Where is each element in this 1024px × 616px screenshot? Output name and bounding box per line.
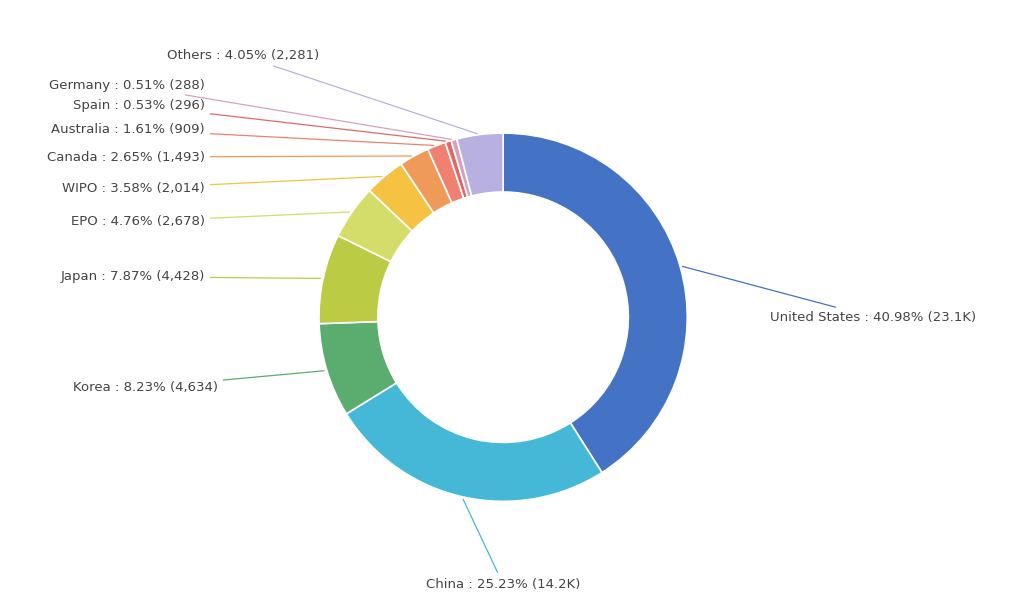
Text: Canada : 2.65% (1,493): Canada : 2.65% (1,493) (47, 150, 412, 163)
Text: Japan : 7.87% (4,428): Japan : 7.87% (4,428) (60, 270, 321, 283)
Text: EPO : 4.76% (2,678): EPO : 4.76% (2,678) (71, 212, 349, 228)
Text: Korea : 8.23% (4,634): Korea : 8.23% (4,634) (73, 371, 325, 394)
Wedge shape (401, 149, 452, 213)
Text: China : 25.23% (14.2K): China : 25.23% (14.2K) (426, 499, 581, 591)
Wedge shape (457, 133, 503, 196)
Text: Others : 4.05% (2,281): Others : 4.05% (2,281) (167, 49, 477, 134)
Wedge shape (338, 190, 413, 262)
Text: Spain : 0.53% (296): Spain : 0.53% (296) (73, 99, 445, 141)
Wedge shape (428, 142, 464, 203)
Wedge shape (346, 383, 602, 501)
Wedge shape (445, 140, 468, 198)
Text: Germany : 0.51% (288): Germany : 0.51% (288) (49, 79, 452, 139)
Text: Australia : 1.61% (909): Australia : 1.61% (909) (51, 123, 434, 145)
Wedge shape (503, 133, 687, 472)
Wedge shape (319, 322, 396, 414)
Text: United States : 40.98% (23.1K): United States : 40.98% (23.1K) (683, 267, 976, 323)
Text: WIPO : 3.58% (2,014): WIPO : 3.58% (2,014) (62, 177, 382, 195)
Wedge shape (319, 235, 391, 323)
Wedge shape (452, 139, 472, 197)
Wedge shape (370, 164, 434, 231)
